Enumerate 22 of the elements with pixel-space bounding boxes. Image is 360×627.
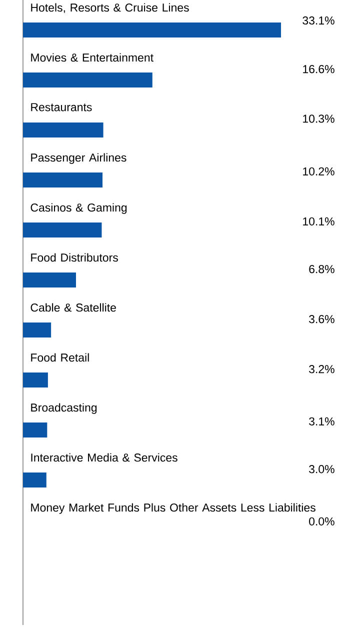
y-tick-label: Broadcasting [31, 403, 97, 414]
data-label: 10.1% [303, 217, 334, 226]
data-label: 3.1% [309, 417, 334, 426]
y-tick-label: Cable & Satellite [30, 303, 116, 312]
data-label: 10.2% [303, 167, 334, 176]
data-label: 10.3% [303, 114, 334, 123]
y-tick-label: Casinos & Gaming [30, 203, 127, 214]
data-label: 33.1% [302, 16, 334, 25]
data-label: 3.2% [309, 365, 334, 374]
y-tick-label: Movies & Entertainment [31, 53, 154, 62]
y-tick-label: Food Retail [31, 353, 89, 362]
y-tick-label: Money Market Funds Plus Other Assets Less Liabilities [31, 503, 316, 514]
y-tick-label: Restaurants [31, 103, 92, 112]
data-label: 6.8% [309, 265, 334, 274]
data-label: 16.6% [303, 65, 334, 74]
y-tick-label: Hotels, Resorts & Cruise Lines [31, 3, 189, 14]
data-label: 3.6% [309, 315, 334, 324]
y-tick-label: Food Distributors [31, 253, 118, 262]
data-label: 0.0% [309, 517, 334, 526]
y-tick-label: Interactive Media & Services [31, 453, 178, 462]
data-label: 3.0% [309, 465, 334, 474]
y-tick-label: Passenger Airlines [31, 153, 126, 164]
